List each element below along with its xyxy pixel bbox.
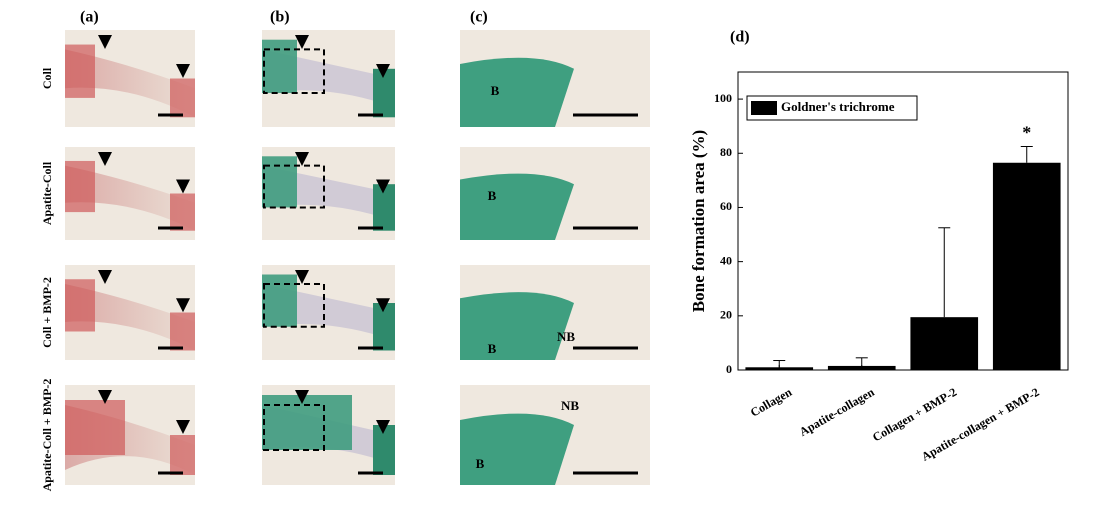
error-bar bbox=[938, 227, 951, 318]
legend-label: Goldner's trichrome bbox=[781, 99, 895, 114]
arrowhead bbox=[98, 152, 112, 166]
image-label: B bbox=[491, 83, 500, 98]
image-label: B bbox=[488, 341, 497, 356]
row-label: Coll + BMP-2 bbox=[40, 277, 54, 348]
tissue bbox=[460, 292, 574, 360]
plot-frame bbox=[737, 71, 1069, 371]
image-label: B bbox=[488, 188, 497, 203]
zoom-box bbox=[263, 48, 325, 95]
tissue bbox=[170, 435, 195, 475]
tissue bbox=[262, 156, 297, 208]
tissue bbox=[460, 173, 574, 240]
bar-chart: Bone formation area (%) 0 20 40 60 80 100 Goldn… bbox=[689, 71, 1069, 464]
zoom-box bbox=[263, 404, 325, 451]
row-label: Apatite-Coll bbox=[40, 161, 54, 225]
panel-label: (a) bbox=[80, 9, 99, 26]
significance-mark: * bbox=[1022, 123, 1031, 143]
zoom-box bbox=[263, 283, 325, 328]
tissue bbox=[65, 279, 95, 332]
x-tick-label: Apatite-collagen bbox=[797, 385, 877, 439]
arrowhead bbox=[98, 270, 112, 284]
bar bbox=[992, 162, 1061, 370]
y-tick-label: 80 bbox=[720, 145, 732, 159]
image-label: NB bbox=[557, 329, 575, 344]
micrographs: (a) (b) (c) (d) Coll Apatite-Coll Coll + BMP-2… bbox=[40, 9, 750, 492]
tissue bbox=[373, 303, 395, 351]
bar bbox=[910, 317, 979, 370]
tissue bbox=[65, 284, 195, 351]
zoom-box bbox=[263, 164, 325, 209]
tissue bbox=[460, 57, 574, 127]
arrowhead bbox=[176, 179, 190, 194]
row-label: Apatite-Coll + BMP-2 bbox=[40, 379, 54, 492]
tissue bbox=[65, 49, 195, 118]
image-label: B bbox=[476, 456, 485, 471]
tissue bbox=[373, 68, 395, 118]
tissue bbox=[262, 274, 297, 327]
arrowhead bbox=[376, 179, 390, 194]
tissue bbox=[170, 312, 195, 351]
y-axis-label: Bone formation area (%) bbox=[689, 130, 708, 312]
row-label: Coll bbox=[40, 67, 54, 89]
tissue bbox=[65, 165, 195, 231]
tissue bbox=[262, 395, 352, 450]
y-tick-label: 20 bbox=[720, 308, 732, 322]
tissue bbox=[170, 193, 195, 231]
tissue bbox=[65, 400, 125, 455]
y-tick-label: 60 bbox=[720, 199, 732, 213]
tissue bbox=[65, 44, 95, 98]
image-label: NB bbox=[561, 398, 579, 413]
arrowhead bbox=[376, 420, 390, 434]
arrowhead bbox=[98, 390, 112, 404]
tissue bbox=[65, 160, 95, 213]
panel-label: (d) bbox=[730, 29, 750, 46]
arrowhead bbox=[176, 298, 190, 313]
arrowhead bbox=[176, 63, 190, 78]
y-tick-label: 0 bbox=[726, 362, 732, 376]
arrowhead bbox=[176, 420, 190, 434]
tissue bbox=[373, 184, 395, 231]
arrowhead bbox=[98, 35, 112, 49]
arrowhead bbox=[295, 390, 309, 404]
tissue bbox=[373, 425, 395, 475]
arrowhead bbox=[376, 63, 390, 78]
tissue bbox=[170, 78, 195, 118]
legend-swatch bbox=[751, 101, 777, 115]
panel-label: (c) bbox=[470, 9, 488, 26]
arrowhead bbox=[295, 35, 309, 49]
error-bar bbox=[1020, 146, 1033, 163]
arrowhead bbox=[295, 270, 309, 284]
y-tick-label: 100 bbox=[714, 91, 732, 105]
panel-label: (b) bbox=[270, 9, 290, 26]
x-tick-label: Collagen bbox=[748, 385, 795, 420]
arrowhead bbox=[295, 152, 309, 166]
tissue bbox=[460, 413, 574, 485]
error-bar bbox=[855, 357, 868, 366]
arrowhead bbox=[376, 298, 390, 313]
tissue bbox=[262, 39, 297, 94]
y-tick-label: 40 bbox=[720, 253, 732, 267]
